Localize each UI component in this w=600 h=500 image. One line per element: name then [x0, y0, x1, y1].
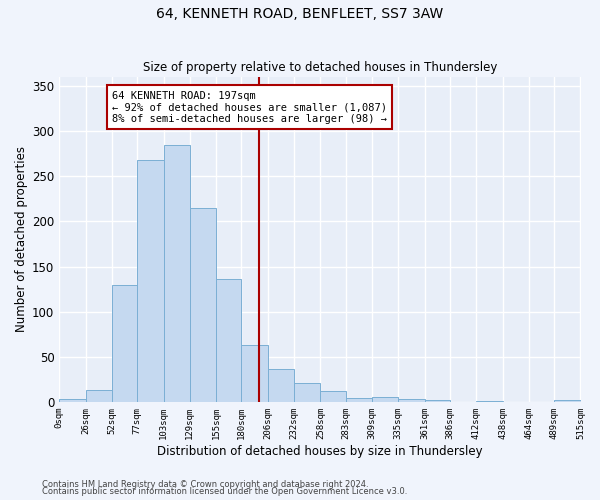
Text: 64, KENNETH ROAD, BENFLEET, SS7 3AW: 64, KENNETH ROAD, BENFLEET, SS7 3AW: [157, 8, 443, 22]
Bar: [59, 399, 86, 402]
Bar: [216, 279, 241, 402]
Bar: [268, 370, 294, 402]
Bar: [190, 208, 216, 402]
Bar: [241, 345, 268, 402]
Bar: [112, 284, 137, 402]
Text: 64 KENNETH ROAD: 197sqm
← 92% of detached houses are smaller (1,087)
8% of semi-: 64 KENNETH ROAD: 197sqm ← 92% of detache…: [112, 90, 387, 124]
Bar: [425, 400, 450, 402]
Bar: [372, 398, 398, 402]
Bar: [164, 144, 190, 402]
Text: Contains HM Land Registry data © Crown copyright and database right 2024.: Contains HM Land Registry data © Crown c…: [42, 480, 368, 489]
Bar: [476, 401, 503, 402]
Text: Contains public sector information licensed under the Open Government Licence v3: Contains public sector information licen…: [42, 487, 407, 496]
Title: Size of property relative to detached houses in Thundersley: Size of property relative to detached ho…: [143, 62, 497, 74]
Bar: [86, 390, 112, 402]
Bar: [398, 399, 425, 402]
Bar: [346, 398, 372, 402]
Y-axis label: Number of detached properties: Number of detached properties: [15, 146, 28, 332]
Bar: [320, 391, 346, 402]
Bar: [137, 160, 164, 402]
Bar: [554, 400, 581, 402]
Bar: [294, 383, 320, 402]
X-axis label: Distribution of detached houses by size in Thundersley: Distribution of detached houses by size …: [157, 444, 483, 458]
